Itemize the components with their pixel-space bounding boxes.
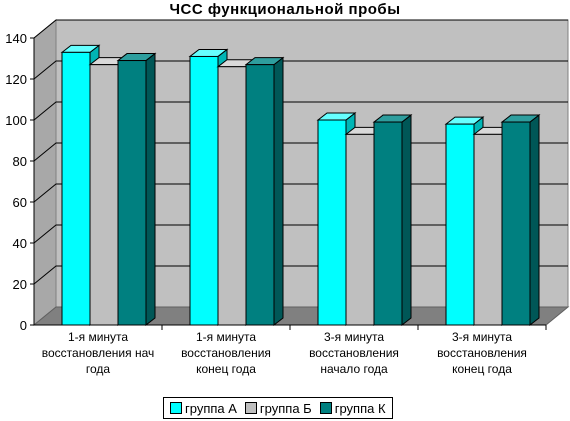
bar-группа-Б-3 [345,133,375,326]
y-tick-label: 140 [5,31,27,46]
x-tick-label-line: восстановления [437,346,527,360]
legend-item-group-b: группа Б [244,400,312,416]
x-tick-label: 1-я минута восстановления нач года [42,330,154,376]
legend-label-group-k: группа К [334,400,386,416]
y-tick-label: 120 [5,72,27,87]
x-tick-label-line: начало года [320,362,388,376]
plot-side-wall [33,18,57,327]
x-tick-label-line: года [86,362,111,376]
bar-группа-К-3 [373,121,403,326]
x-tick-label-line: восстановления [309,346,399,360]
legend-swatch-group-b [244,402,257,414]
x-tick-label: 3-я минута восстановления начало года [309,330,399,376]
bar-side [529,114,540,327]
y-tick-label: 100 [5,113,27,128]
x-tick-label: 3-я минута восстановления конец года [437,330,527,376]
legend-item-group-a: группа А [170,401,237,416]
x-tick-label-line: конец года [452,362,512,376]
x-tick-label-line: восстановления нач [42,346,154,360]
bar-группа-Б-2 [217,66,247,326]
chart-title: ЧСС функциональной пробы [169,1,401,18]
x-tick-label-line: 1-я минута [68,330,128,344]
x-tick-label-line: 3-я минута [452,330,512,344]
x-tick-label-line: 1-я минута [196,330,256,344]
bar-группа-К-2 [245,64,275,326]
gridline [33,60,568,80]
legend-label-group-b: группа Б [259,400,312,416]
y-tick-label: 60 [13,195,27,210]
legend-swatch-group-k [319,402,332,414]
bar-группа-К-1 [117,60,147,326]
y-tick-label: 20 [13,277,27,292]
x-tick-label-line: восстановления [181,346,271,360]
chart-legend: группа А группа Б группа К [163,397,393,419]
x-tick-label-line: конец года [196,362,256,376]
bar-группа-К-4 [501,121,531,326]
bar-группа-Б-4 [473,133,503,326]
legend-item-group-k: группа К [319,400,386,416]
bar-side [401,114,412,327]
bar-side [145,52,156,327]
legend-label-group-a: группа А [185,400,237,416]
gridline [33,19,568,39]
bar-группа-А-1 [61,51,91,326]
legend-swatch-group-a [170,402,182,414]
x-tick-label-line: 3-я минута [324,330,384,344]
bar-группа-А-2 [189,55,219,326]
bar-группа-А-4 [445,123,475,326]
bar-группа-Б-1 [89,64,119,326]
bar-группа-А-3 [317,119,347,326]
y-tick-label: 80 [13,154,27,169]
bar-side [273,56,284,327]
x-tick-label: 1-я минута восстановления конец года [181,330,271,376]
gridline [33,101,568,121]
y-tick-label: 0 [20,318,27,333]
y-tick-label: 40 [13,236,27,251]
